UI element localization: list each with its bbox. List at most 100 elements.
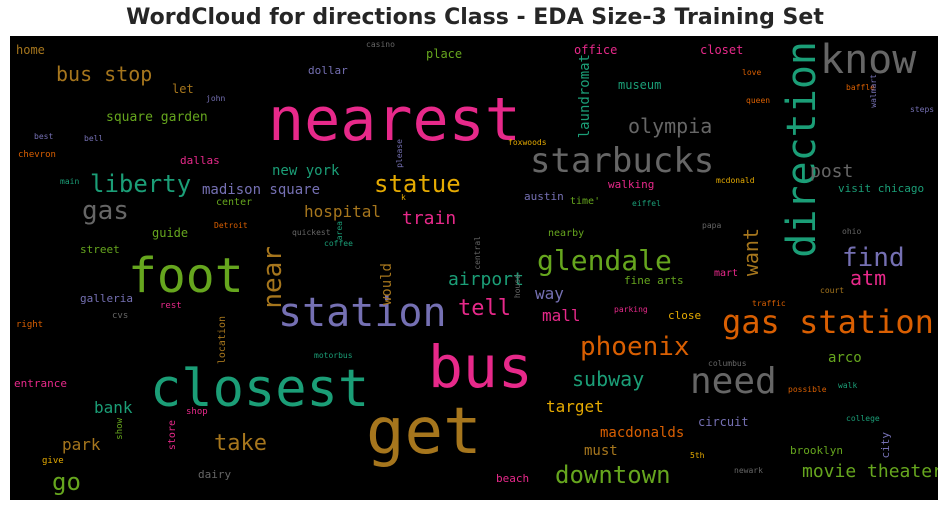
word-baffle: baffle	[846, 83, 875, 92]
word-atm: atm	[850, 266, 887, 290]
word-steps: steps	[910, 105, 935, 114]
word-court: court	[820, 286, 845, 295]
word-circuit: circuit	[698, 415, 749, 429]
word-give: give	[42, 456, 64, 466]
word-target: target	[546, 397, 604, 416]
word-close: close	[668, 309, 702, 322]
word-galleria: galleria	[80, 292, 133, 305]
word-college: college	[846, 414, 880, 423]
word-closest: closest	[150, 359, 370, 419]
word-location: location	[217, 316, 228, 365]
word-need: need	[690, 361, 777, 402]
word-chevron: chevron	[18, 150, 56, 160]
word-would: would	[379, 263, 395, 306]
word-visit-chicago: visit chicago	[838, 182, 925, 195]
word-statue: statue	[374, 170, 461, 198]
word-k: k	[401, 193, 406, 202]
word-olympia: olympia	[628, 114, 713, 138]
word-mart: mart	[714, 268, 739, 279]
word-walking: walking	[608, 178, 655, 191]
word-nearest: nearest	[268, 85, 521, 155]
word-home: home	[16, 43, 45, 57]
word-movie-theater: movie theater	[802, 461, 938, 482]
word-direction: direction	[779, 41, 825, 258]
chart-title: WordCloud for directions Class - EDA Siz…	[126, 5, 824, 30]
word-phoenix: phoenix	[580, 332, 690, 362]
word-museum: museum	[618, 78, 662, 92]
word-way: way	[535, 284, 564, 303]
word-gas-station: gas station	[722, 303, 934, 341]
word-gas: gas	[82, 196, 129, 226]
word-post: post	[810, 161, 854, 182]
word-traffic: traffic	[752, 299, 786, 308]
word-place: place	[426, 47, 463, 61]
word-main: main	[60, 177, 80, 186]
word-bell: bell	[84, 134, 104, 143]
word-glendale: glendale	[537, 244, 672, 277]
word-area: area	[335, 221, 344, 241]
word-walk: walk	[838, 381, 858, 390]
word-subway: subway	[572, 367, 645, 391]
word-cloud: nearest closest get bus foot station direction…	[10, 36, 938, 500]
word-beach: beach	[496, 472, 530, 485]
word-find: find	[842, 243, 905, 273]
word-get: get	[366, 395, 482, 469]
word-motorbus: motorbus	[314, 351, 353, 360]
word-casino: casino	[366, 40, 395, 49]
word-time: time'	[570, 196, 601, 207]
word-eiffel: eiffel	[632, 199, 661, 208]
word-best: best	[34, 132, 54, 141]
word-foot: foot	[128, 248, 244, 304]
word-columbus: columbus	[708, 359, 747, 368]
word-street: street	[80, 243, 120, 256]
word-starbucks: starbucks	[530, 141, 715, 181]
word-house: house	[513, 274, 522, 299]
word-john: john	[206, 94, 226, 103]
word-let: let	[172, 82, 194, 96]
word-cvs: cvs	[112, 311, 129, 321]
word-must: must	[584, 443, 618, 459]
word-dollar: dollar	[308, 64, 348, 77]
word-macdonalds: macdonalds	[600, 425, 685, 441]
word-arco: arco	[828, 350, 862, 366]
word-fine-arts: fine arts	[624, 274, 684, 287]
word-ohio: ohio	[842, 227, 862, 236]
word-downtown: downtown	[555, 461, 671, 489]
word-office: office	[574, 43, 618, 57]
word-newark: newark	[734, 466, 763, 475]
word-station: station	[278, 290, 447, 336]
word-show: show	[115, 418, 125, 440]
word-bus: bus	[428, 333, 533, 401]
word-detroit: Detroit	[214, 221, 248, 230]
word-go: go	[52, 468, 81, 496]
word-center: center	[216, 197, 253, 208]
word-papa: papa	[702, 221, 722, 230]
word-know: know	[820, 37, 917, 83]
word-love: love	[742, 68, 762, 77]
word-bank: bank	[94, 398, 133, 417]
word-closet: closet	[700, 43, 744, 57]
word-dallas: dallas	[180, 154, 220, 167]
word-5th: 5th	[690, 451, 705, 460]
word-entrance: entrance	[14, 377, 67, 390]
word-train: train	[402, 208, 457, 229]
word-dairy: dairy	[198, 468, 232, 481]
word-rest: rest	[160, 301, 182, 311]
word-laundromat: laundromat	[577, 54, 593, 139]
word-please: please	[395, 139, 404, 168]
word-central: central	[473, 236, 482, 270]
word-queen: queen	[746, 96, 771, 105]
word-city: city	[879, 432, 892, 459]
word-new-york: new york	[272, 163, 340, 179]
word-walmart: walmart	[869, 74, 878, 108]
word-nearby: nearby	[548, 228, 585, 239]
word-tell: tell	[458, 296, 511, 321]
word-austin: austin	[524, 190, 564, 203]
word-shop: shop	[186, 407, 208, 417]
word-square-garden: square garden	[106, 110, 208, 125]
word-guide: guide	[152, 226, 189, 240]
word-madison-square: madison square	[202, 182, 321, 198]
word-store: store	[167, 420, 178, 451]
word-right: right	[16, 320, 44, 330]
word-coffee: coffee	[324, 239, 353, 248]
